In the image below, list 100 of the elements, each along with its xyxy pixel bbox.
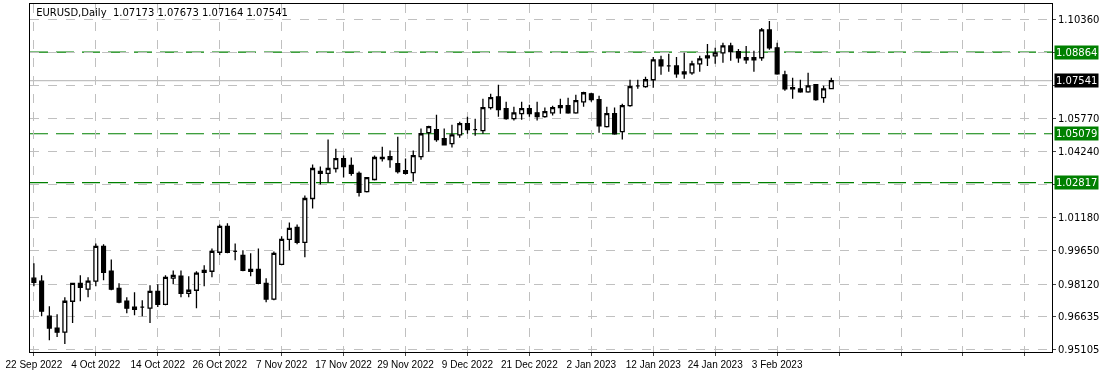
ref-line-label: 1.05079 — [1056, 128, 1098, 139]
x-tick-label: 26 Oct 2022 — [192, 359, 248, 370]
candlestick — [557, 98, 563, 115]
candlestick — [232, 242, 238, 261]
candlestick — [743, 45, 749, 65]
candlestick — [101, 243, 107, 281]
candlestick — [542, 106, 548, 119]
candlestick — [170, 269, 176, 285]
candlestick — [457, 121, 463, 139]
candlestick — [426, 125, 432, 153]
candlestick — [604, 106, 610, 129]
candlestick — [797, 79, 803, 94]
candlestick — [790, 77, 796, 100]
candlestick — [511, 106, 517, 122]
candlestick — [488, 93, 494, 111]
y-tick-label: 1.01180 — [1058, 212, 1100, 224]
candlestick — [255, 247, 261, 285]
candlestick — [116, 282, 122, 304]
candlestick — [248, 252, 254, 277]
candlestick — [131, 291, 138, 316]
candlestick — [805, 72, 811, 94]
y-tick-label: 1.10360 — [1058, 14, 1100, 26]
candlestick — [650, 56, 656, 89]
candlestick — [70, 282, 76, 324]
candlestick — [193, 270, 200, 309]
ref-line-label: 1.08864 — [1056, 47, 1098, 58]
candlestick — [619, 103, 625, 141]
candlestick — [596, 95, 602, 134]
candlestick — [495, 84, 501, 118]
candlestick — [325, 138, 331, 184]
candlestick — [666, 53, 672, 73]
candlestick — [341, 154, 347, 179]
candlestick — [681, 52, 687, 80]
candlestick — [704, 43, 711, 67]
candlestick — [480, 98, 486, 135]
candlestick — [728, 42, 734, 62]
x-tick-label: 12 Jan 2023 — [625, 359, 682, 370]
x-tick-label: 4 Oct 2022 — [71, 359, 121, 370]
x-tick-label: 21 Dec 2022 — [501, 359, 559, 370]
candlestick — [720, 42, 726, 64]
candlestick — [124, 296, 130, 314]
candlestick — [108, 258, 114, 291]
x-tick-label: 29 Nov 2022 — [377, 359, 435, 370]
candlestick — [519, 101, 525, 121]
candlestick — [588, 92, 594, 103]
candlestick — [766, 20, 772, 51]
candlestick — [441, 127, 447, 147]
candlestick — [371, 154, 378, 182]
x-tick-label: 9 Dec 2022 — [441, 359, 494, 370]
candlestick — [77, 274, 83, 302]
candlestick — [186, 275, 192, 298]
candlestick — [302, 194, 308, 258]
candlestick — [62, 296, 68, 345]
chart-title: EURUSD,Daily 1.07173 1.07673 1.07164 1.07541 — [36, 7, 288, 19]
candlestick — [689, 60, 695, 76]
y-tick-label: 1.04240 — [1058, 146, 1100, 158]
candlestick — [279, 235, 285, 266]
candlestick — [395, 136, 401, 175]
candlestick — [735, 48, 741, 64]
candlestick — [217, 223, 223, 256]
y-tick-label: 0.96635 — [1058, 310, 1100, 322]
candlestick — [472, 117, 478, 137]
x-tick-label: 22 Sep 2022 — [5, 359, 63, 370]
candlestick — [449, 124, 455, 149]
candlestick — [627, 79, 633, 108]
candlestick — [387, 149, 393, 169]
candlestick — [697, 55, 703, 73]
y-tick-label: 0.95105 — [1058, 343, 1100, 355]
candlestick — [503, 101, 509, 121]
candlestick — [828, 77, 834, 90]
candlestick — [46, 305, 52, 341]
candlestick — [201, 264, 207, 287]
candlestick — [155, 283, 161, 308]
candlestick — [673, 56, 680, 79]
candlestick — [263, 277, 269, 303]
candlestick — [821, 85, 827, 104]
candlestick — [209, 247, 215, 278]
candlestick — [534, 101, 540, 122]
x-tick-label: 17 Nov 2022 — [315, 359, 373, 370]
candlestick — [356, 170, 362, 198]
x-tick-label: 2 Jan 2023 — [566, 359, 617, 370]
y-tick-label: 0.99650 — [1058, 245, 1100, 257]
candlestick — [782, 70, 788, 92]
candlestick — [240, 249, 246, 272]
candlestick — [348, 156, 354, 177]
candlestick — [402, 157, 409, 176]
candlestick — [54, 313, 60, 338]
candlestick — [612, 106, 618, 136]
y-tick-label: 0.98120 — [1058, 278, 1100, 290]
candlestick — [410, 149, 416, 183]
x-tick-label: 3 Feb 2023 — [751, 359, 803, 370]
candlestick — [433, 114, 440, 143]
candlestick — [712, 47, 718, 65]
candlestick — [139, 299, 145, 317]
candlestick — [751, 50, 757, 73]
candlestick — [635, 79, 641, 90]
y-tick-label: 1.05770 — [1058, 113, 1100, 125]
candlestick — [418, 127, 424, 161]
candlestick — [464, 116, 470, 135]
candlestick — [39, 274, 45, 317]
